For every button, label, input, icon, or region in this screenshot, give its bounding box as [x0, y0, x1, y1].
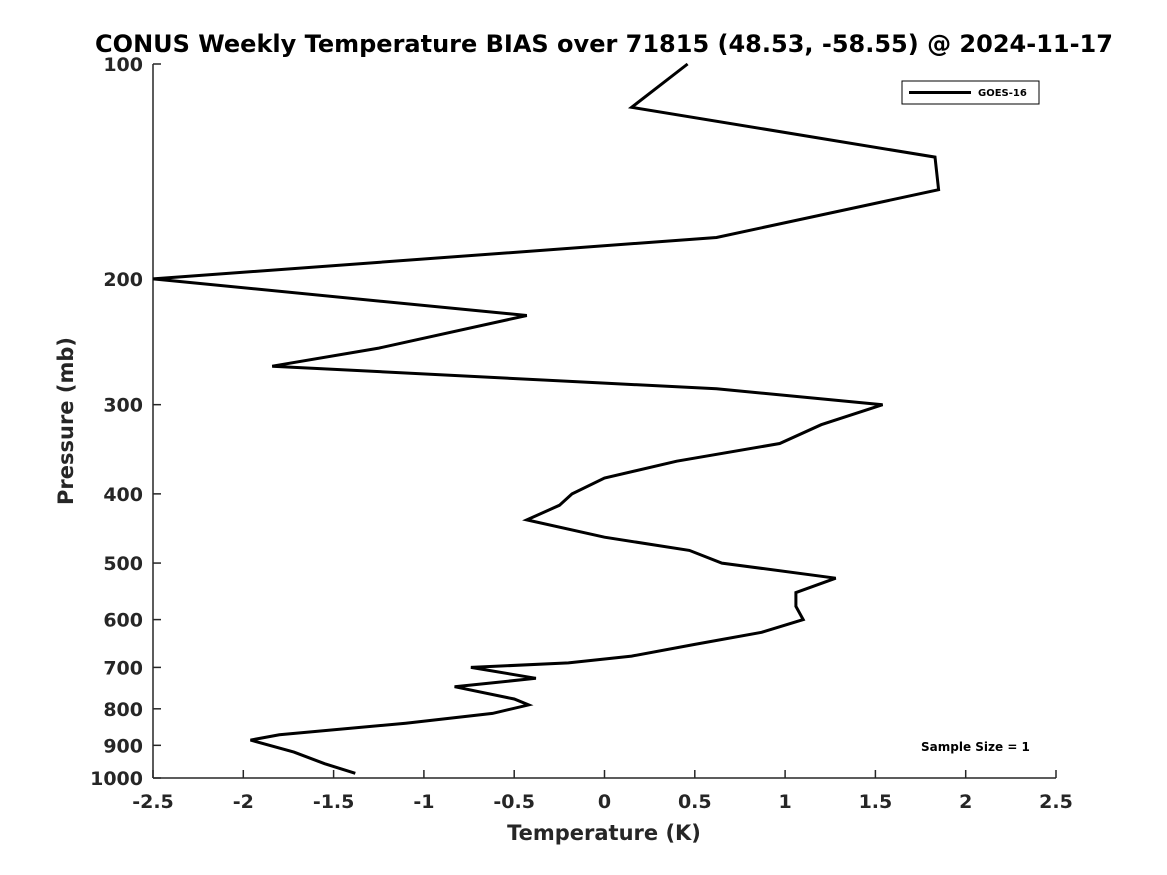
sample-size-annotation: Sample Size = 1: [921, 740, 1030, 754]
x-tick-label: 2.5: [1039, 791, 1073, 813]
y-tick-label: 800: [103, 699, 143, 721]
plot-axes: [152, 64, 1056, 779]
x-tick-label: 2: [959, 791, 972, 813]
series-line-goes-16: [152, 62, 941, 775]
y-tick-label: 200: [103, 269, 143, 291]
y-tick-label: 900: [103, 735, 143, 757]
y-ticks: 100 200 300 400 500 600 700 800 900 1000: [90, 54, 161, 790]
x-tick-label: -2.5: [132, 791, 174, 813]
y-tick-label: 300: [103, 395, 143, 417]
y-tick-label: 400: [103, 484, 143, 506]
y-tick-label: 700: [103, 657, 143, 679]
x-tick-label: 1.5: [859, 791, 893, 813]
legend: GOES-16: [901, 80, 1040, 105]
y-axis-label: Pressure (mb): [54, 337, 78, 505]
series-layer: [152, 62, 941, 775]
y-tick-label: 600: [103, 610, 143, 632]
x-ticks: -2.5 -2 -1.5 -1 -0.5 0 0.5 1 1.5 2 2.5: [132, 770, 1073, 813]
y-tick-label: 500: [103, 553, 143, 575]
x-tick-label: -2: [233, 791, 254, 813]
x-tick-label: 0: [598, 791, 611, 813]
y-tick-label: 100: [103, 54, 143, 76]
legend-label: GOES-16: [978, 88, 1027, 99]
x-tick-label: -1: [413, 791, 434, 813]
chart-title: CONUS Weekly Temperature BIAS over 71815…: [95, 30, 1113, 58]
y-tick-label: 1000: [90, 768, 143, 790]
x-axis-label: Temperature (K): [507, 821, 701, 845]
x-tick-label: 0.5: [678, 791, 712, 813]
x-tick-label: -0.5: [493, 791, 535, 813]
x-tick-label: 1: [778, 791, 791, 813]
x-tick-label: -1.5: [313, 791, 355, 813]
